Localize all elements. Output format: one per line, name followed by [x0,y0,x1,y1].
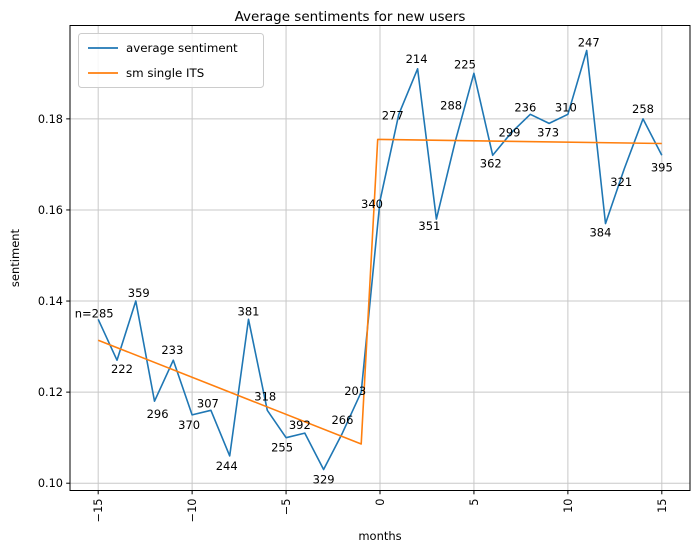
annotation-label: 236 [514,100,536,114]
y-tick-label: 0.12 [38,386,63,399]
annotation-label: 310 [555,100,577,114]
annotation-label: 255 [271,441,293,455]
annotation-label: 299 [499,126,521,140]
x-tick-label: −10 [186,499,199,523]
annotation-label: 307 [197,396,219,410]
annotation-label: 222 [111,362,133,376]
y-tick-label: 0.14 [38,295,63,308]
y-tick-label: 0.16 [38,204,63,217]
annotation-label: 381 [238,304,260,318]
y-tick-label: 0.18 [38,113,63,126]
annotation-label: n=285 [75,306,114,320]
x-tick-label: 5 [468,499,481,506]
y-tick-label: 0.10 [38,477,63,490]
annotation-label: 288 [440,99,462,113]
annotation-label: 247 [578,36,600,50]
annotation-label: 225 [454,57,476,71]
annotation-label: 384 [589,226,611,240]
x-tick-label: 15 [656,499,669,513]
annotation-label: 318 [254,389,276,403]
annotation-label: 362 [480,156,502,170]
annotation-label: 340 [361,197,383,211]
annotation-label: 395 [651,160,673,174]
annotation-label: 321 [610,175,632,189]
annotation-label: 244 [216,459,238,473]
annotation-label: 373 [537,125,559,139]
series-sm-single-ITS [97,138,662,445]
legend-label: average sentiment [126,41,238,55]
annotation-label: 296 [147,407,169,421]
chart-title: Average sentiments for new users [234,9,466,25]
annotation-label: 266 [331,413,353,427]
annotation-label: 277 [382,108,404,122]
annotation-label: 203 [344,384,366,398]
annotation-label: 214 [406,52,428,66]
annotation-label: 233 [161,343,183,357]
annotation-label: 329 [313,473,335,487]
legend-box [78,33,264,88]
legend-label: sm single ITS [126,66,204,80]
annotation-label: 258 [632,102,654,116]
series-average-sentiment [97,49,663,471]
x-tick-label: 10 [562,499,575,513]
annotation-label: 370 [178,418,200,432]
annotation-label: 359 [128,286,150,300]
y-axis-label: sentiment [8,228,22,288]
annotation-label: 351 [418,219,440,233]
x-tick-label: 0 [374,499,387,506]
annotation-label: 392 [289,418,311,432]
x-tick-label: −5 [280,499,293,516]
x-axis-label: months [358,529,402,543]
x-tick-label: −15 [92,499,105,523]
